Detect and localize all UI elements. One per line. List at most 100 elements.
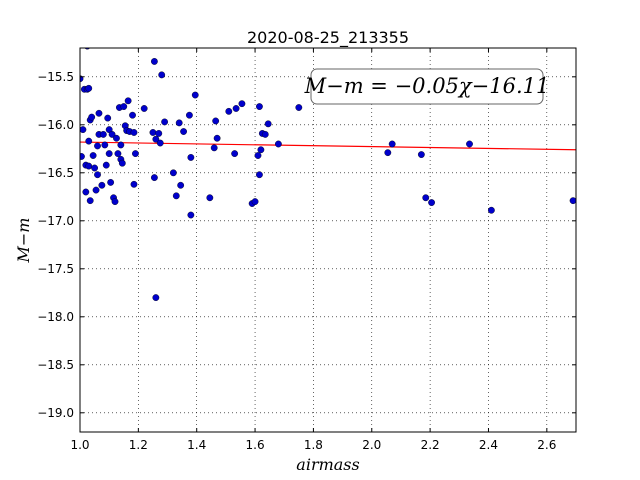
data-point (422, 194, 430, 202)
data-point (384, 149, 392, 157)
data-point (124, 97, 132, 105)
data-point (256, 103, 263, 110)
x-tick-label: 2.6 (537, 438, 556, 452)
data-point (186, 111, 193, 119)
data-point (92, 186, 100, 194)
y-tick-label: −19.0 (37, 406, 74, 420)
data-point (80, 126, 87, 133)
y-axis-label: M−m (14, 218, 33, 264)
data-point (232, 105, 240, 112)
data-point (152, 294, 160, 301)
y-tick-label: −17.5 (37, 262, 74, 276)
data-point (86, 197, 94, 205)
data-point (158, 71, 166, 79)
data-point (150, 174, 158, 182)
data-point (225, 107, 233, 115)
plot-frame (79, 47, 577, 433)
data-point (88, 113, 96, 121)
data-point (264, 120, 272, 128)
data-point (487, 206, 495, 214)
data-point (213, 134, 221, 142)
y-tick-label: −17.0 (37, 214, 74, 228)
x-axis-ticks: 1.0 1.2 1.4 1.6 1.8 2.0 2.2 2.4 2.6 (70, 48, 556, 452)
data-point (99, 130, 107, 138)
data-point (256, 171, 263, 179)
data-point (82, 188, 90, 196)
data-point (466, 140, 473, 148)
data-point (80, 153, 85, 160)
x-tick-label: 1.4 (187, 438, 206, 452)
data-point (130, 180, 138, 188)
data-point (295, 104, 303, 111)
data-point (107, 178, 115, 186)
data-point (161, 118, 169, 126)
y-axis-ticks: −15.5 −16.0 −16.5 −17.0 −17.5 −18.0 −18.5 −19.0 (37, 70, 576, 420)
data-point (140, 105, 148, 112)
x-tick-label: 1.8 (304, 438, 323, 452)
data-point (254, 152, 262, 159)
data-point (149, 129, 157, 136)
data-point (102, 161, 110, 169)
data-point (85, 137, 93, 145)
y-tick-label: −15.5 (37, 70, 74, 84)
data-point (428, 199, 435, 206)
y-tick-label: −16.0 (37, 118, 74, 132)
x-tick-label: 2.4 (479, 438, 498, 452)
data-point (94, 142, 101, 150)
data-point (118, 159, 126, 167)
data-point (94, 171, 101, 179)
data-point (104, 114, 112, 122)
data-point (231, 150, 239, 158)
fit-equation-text: M−m = −0.05χ−16.11 (304, 74, 550, 98)
data-point (206, 194, 214, 202)
data-point (172, 192, 180, 200)
data-point (569, 197, 576, 205)
data-point (98, 181, 106, 189)
x-axis-label: airmass (296, 455, 359, 474)
data-point (180, 128, 187, 135)
data-point (191, 91, 199, 99)
chart-title: 2020-08-25_213355 (247, 28, 409, 48)
data-point (274, 140, 282, 148)
data-point (89, 152, 97, 159)
data-point (111, 198, 119, 206)
data-point (175, 119, 183, 127)
data-point (129, 111, 136, 119)
fit-equation-box: M−m = −0.05χ−16.11 (304, 68, 550, 105)
y-tick-label: −16.5 (37, 166, 74, 180)
data-point (169, 169, 177, 177)
data-point (187, 154, 195, 161)
data-point (85, 84, 93, 92)
data-point (251, 198, 259, 206)
x-tick-label: 1.6 (246, 438, 265, 452)
data-point (101, 141, 109, 149)
data-point (388, 140, 396, 148)
data-point (95, 109, 103, 117)
data-point (417, 151, 425, 158)
data-point (156, 139, 164, 147)
data-point (210, 144, 218, 152)
x-tick-label: 2.2 (421, 438, 440, 452)
x-tick-label: 1.0 (70, 438, 89, 452)
data-point (155, 130, 163, 137)
data-points (80, 48, 576, 301)
data-point (257, 146, 265, 154)
data-point (238, 100, 246, 108)
data-point (152, 135, 160, 143)
data-point (177, 181, 185, 189)
fit-equation-frame (310, 68, 544, 105)
data-point (261, 130, 269, 138)
data-point (85, 162, 93, 170)
x-tick-label: 1.2 (129, 438, 148, 452)
data-point (187, 211, 195, 219)
data-point (132, 150, 139, 158)
data-point (117, 141, 125, 149)
data-point (105, 150, 113, 158)
y-tick-label: −18.5 (37, 358, 74, 372)
x-tick-label: 2.0 (362, 438, 381, 452)
data-point (130, 129, 138, 136)
data-point (113, 134, 120, 142)
data-point (114, 150, 122, 158)
data-point (212, 117, 220, 125)
